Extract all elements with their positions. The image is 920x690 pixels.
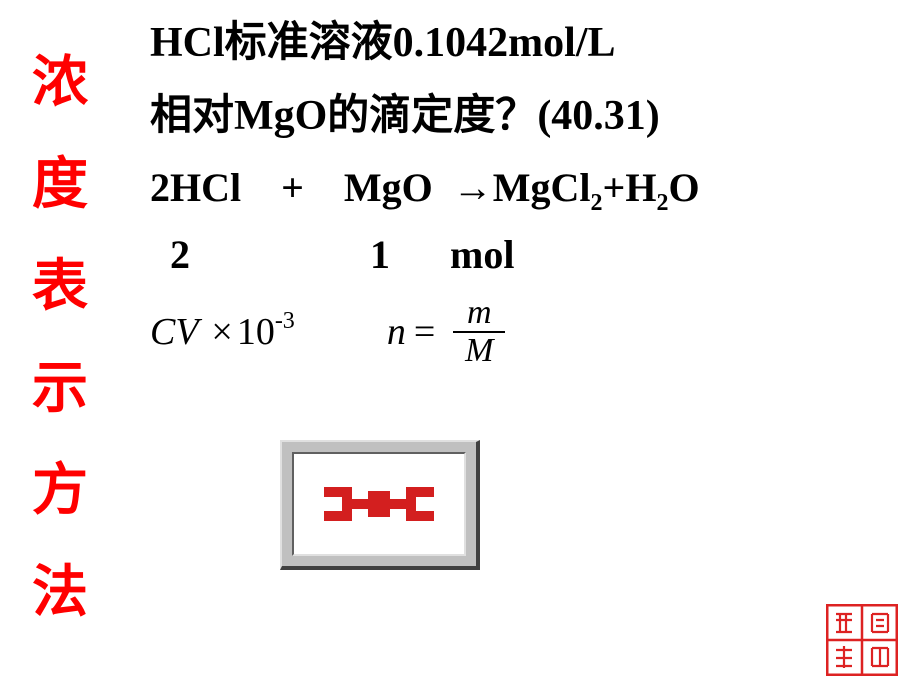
sidebar-char: 浓 bbox=[30, 55, 90, 111]
eq-main: 2HCl + MgO →MgCl bbox=[150, 165, 591, 210]
line2-text: 相对MgO的滴定度？ bbox=[150, 93, 537, 139]
ratio-mol: mol bbox=[450, 232, 514, 277]
seal-stamp-icon bbox=[826, 604, 898, 676]
ratio-2: 2 bbox=[170, 232, 190, 277]
line-1: HCl标准溶液0.1042mol/L bbox=[150, 12, 890, 75]
sidebar-title: 浓 度 表 示 方 法 bbox=[30, 55, 90, 621]
sidebar-char: 表 bbox=[30, 259, 90, 315]
broken-inner bbox=[292, 452, 466, 556]
ratio-1: 1 bbox=[370, 232, 390, 277]
equation-line: 2HCl + MgO →MgCl2+H2O bbox=[150, 158, 890, 221]
formula-row: CV ×10-3 n = m M bbox=[150, 295, 890, 368]
broken-image-icon bbox=[324, 479, 434, 529]
content-area: HCl标准溶液0.1042mol/L 相对MgO的滴定度？(40.31) 2HC… bbox=[150, 12, 890, 368]
fraction: m M bbox=[453, 295, 505, 368]
cv-letters: CV bbox=[150, 311, 198, 353]
sidebar-char: 法 bbox=[30, 565, 90, 621]
line-2: 相对MgO的滴定度？(40.31) bbox=[150, 85, 890, 148]
frac-numerator: m bbox=[467, 295, 492, 331]
line2-paren: (40.31) bbox=[537, 93, 659, 139]
n-label: n bbox=[387, 310, 406, 354]
eq-plus: +H bbox=[603, 165, 657, 210]
sidebar-char: 方 bbox=[30, 463, 90, 519]
cv-term: CV ×10-3 bbox=[150, 310, 295, 354]
ratio-line: 2 1 mol bbox=[150, 225, 890, 285]
eq-end: O bbox=[668, 165, 699, 210]
n-equation: n = m M bbox=[387, 295, 505, 368]
cv-ten: 10 bbox=[237, 311, 275, 353]
broken-object-placeholder bbox=[280, 440, 480, 570]
sidebar-char: 示 bbox=[30, 361, 90, 417]
cv-exp: -3 bbox=[275, 308, 295, 334]
frac-denominator: M bbox=[465, 333, 493, 369]
eq-sub2: 2 bbox=[656, 190, 668, 216]
sidebar-char: 度 bbox=[30, 157, 90, 213]
n-eq-sign: = bbox=[414, 310, 435, 354]
cv-times: × bbox=[211, 311, 232, 353]
eq-sub: 2 bbox=[591, 190, 603, 216]
